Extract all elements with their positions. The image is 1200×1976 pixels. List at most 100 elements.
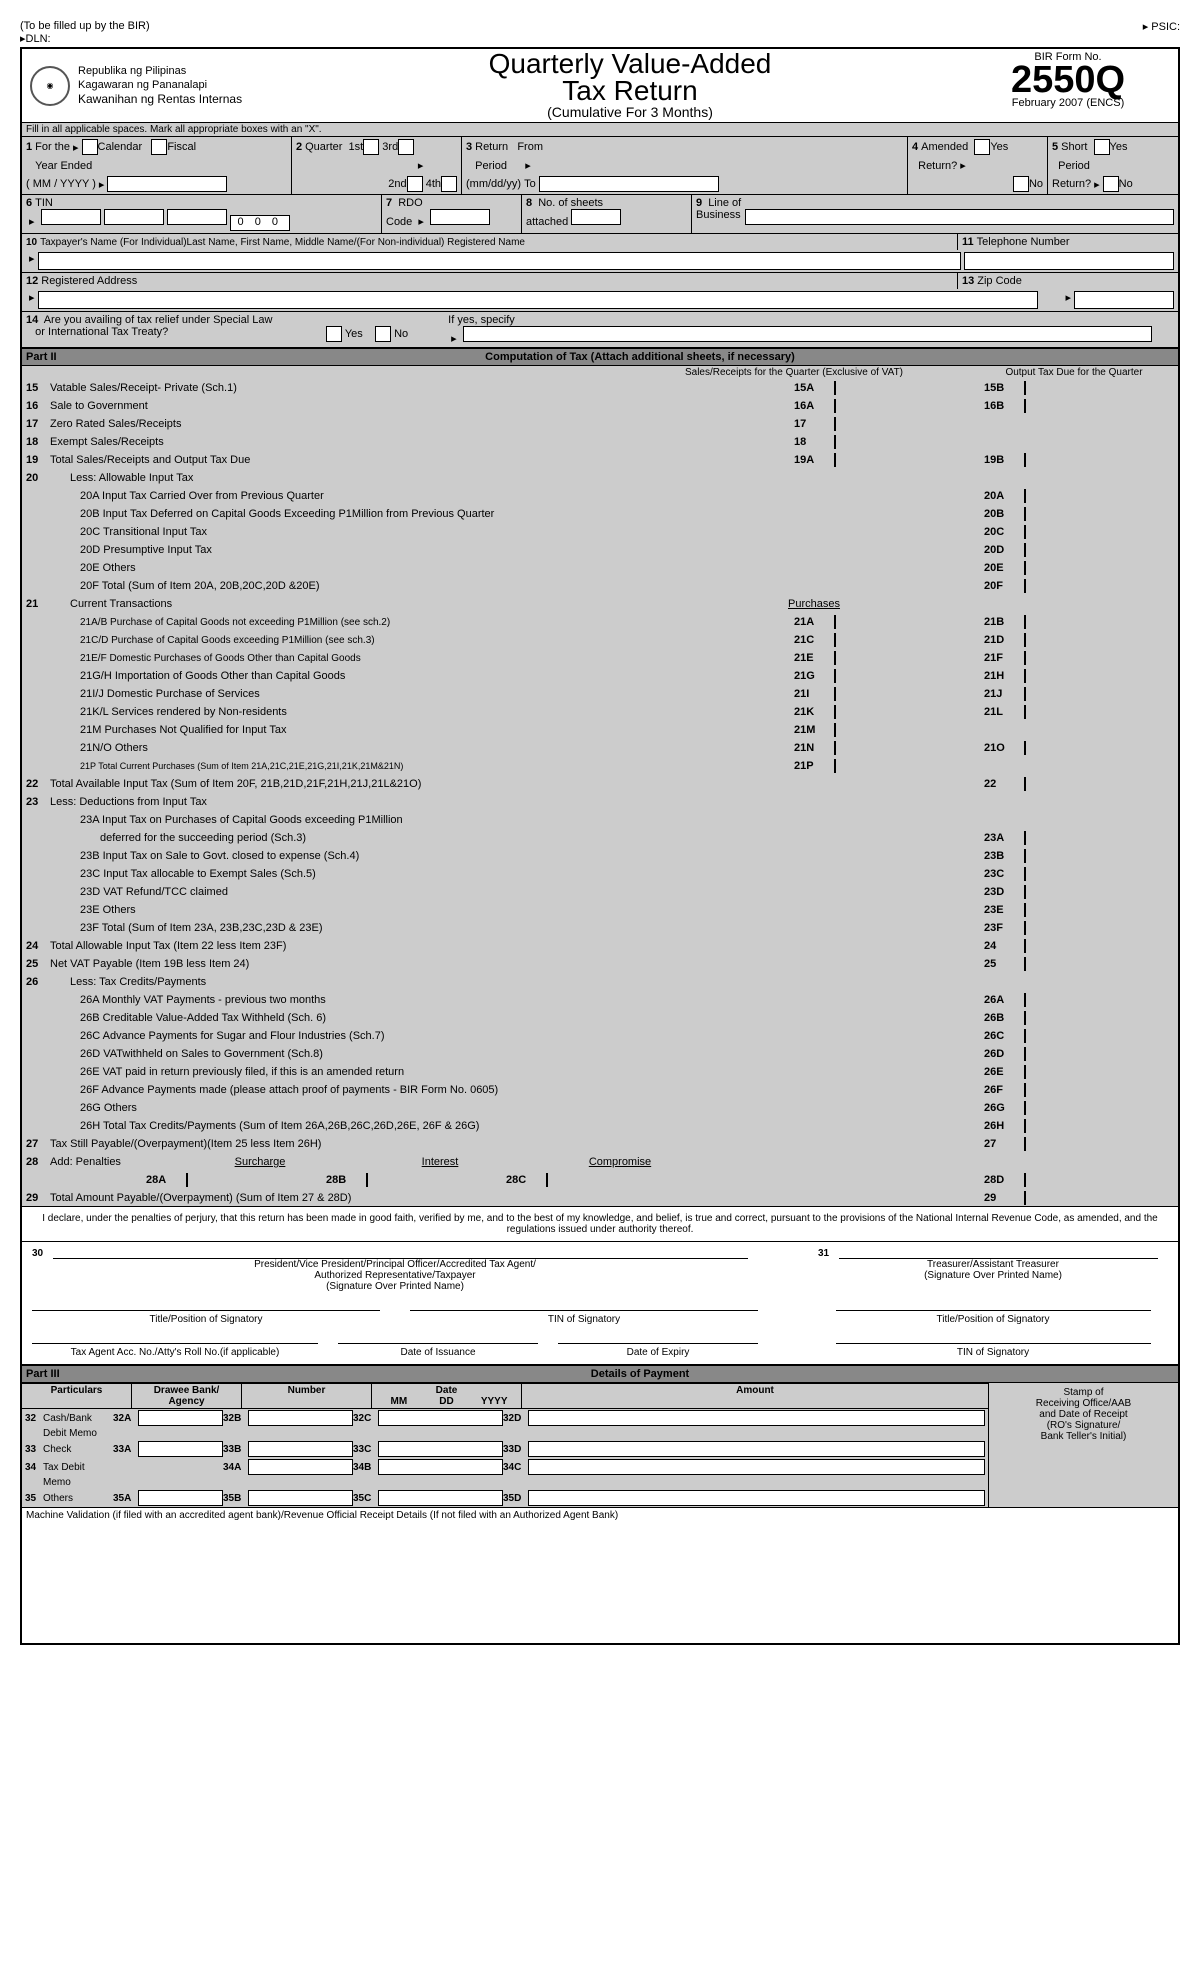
expiry-line[interactable] bbox=[558, 1343, 758, 1344]
l35d-input[interactable] bbox=[528, 1490, 985, 1506]
l26e-input[interactable] bbox=[1024, 1065, 1026, 1079]
l21b-input[interactable] bbox=[1024, 615, 1026, 629]
l26c-input[interactable] bbox=[1024, 1029, 1026, 1043]
l26h-input[interactable] bbox=[1024, 1119, 1026, 1133]
relief-no-checkbox[interactable] bbox=[375, 326, 391, 342]
l15b-input[interactable] bbox=[1024, 381, 1026, 395]
q4-checkbox[interactable] bbox=[441, 176, 457, 192]
l33c-input[interactable] bbox=[378, 1441, 503, 1457]
issue-line[interactable] bbox=[338, 1343, 538, 1344]
tin-input-3[interactable] bbox=[167, 209, 227, 225]
l28d-input[interactable] bbox=[1024, 1173, 1026, 1187]
l18-input[interactable] bbox=[834, 435, 836, 449]
l23f-input[interactable] bbox=[1024, 921, 1026, 935]
period-to-input[interactable] bbox=[539, 176, 719, 192]
l24-input[interactable] bbox=[1024, 939, 1026, 953]
l35a-input[interactable] bbox=[138, 1490, 223, 1506]
q3-checkbox[interactable] bbox=[398, 139, 414, 155]
l21n-input[interactable] bbox=[834, 741, 836, 755]
tin-sig-line-r[interactable] bbox=[836, 1343, 1151, 1344]
tin-input-2[interactable] bbox=[104, 209, 164, 225]
l34a-input[interactable] bbox=[248, 1459, 353, 1475]
q2-checkbox[interactable] bbox=[407, 176, 423, 192]
l26d-input[interactable] bbox=[1024, 1047, 1026, 1061]
specify-input[interactable] bbox=[463, 326, 1153, 342]
l23b-input[interactable] bbox=[1024, 849, 1026, 863]
tin-input-1[interactable] bbox=[41, 209, 101, 225]
amended-no-checkbox[interactable] bbox=[1013, 176, 1029, 192]
l23c-input[interactable] bbox=[1024, 867, 1026, 881]
l32a-input[interactable] bbox=[138, 1410, 223, 1426]
l29-input[interactable] bbox=[1024, 1191, 1026, 1205]
l33a-input[interactable] bbox=[138, 1441, 223, 1457]
l26g-input[interactable] bbox=[1024, 1101, 1026, 1115]
l25-input[interactable] bbox=[1024, 957, 1026, 971]
l21i-input[interactable] bbox=[834, 687, 836, 701]
l21j-input[interactable] bbox=[1024, 687, 1026, 701]
sheets-input[interactable] bbox=[571, 209, 621, 225]
l26b-input[interactable] bbox=[1024, 1011, 1026, 1025]
title-sig-line-r[interactable] bbox=[836, 1310, 1151, 1311]
short-no-checkbox[interactable] bbox=[1103, 176, 1119, 192]
relief-yes-checkbox[interactable] bbox=[326, 326, 342, 342]
rdo-input[interactable] bbox=[430, 209, 490, 225]
address-input[interactable] bbox=[38, 291, 1038, 309]
l21a-input[interactable] bbox=[834, 615, 836, 629]
l21l-input[interactable] bbox=[1024, 705, 1026, 719]
tin-sig-line[interactable] bbox=[410, 1310, 758, 1311]
l22-input[interactable] bbox=[1024, 777, 1026, 791]
l20b-input[interactable] bbox=[1024, 507, 1026, 521]
amended-yes-checkbox[interactable] bbox=[974, 139, 990, 155]
l21e-input[interactable] bbox=[834, 651, 836, 665]
l32c-input[interactable] bbox=[378, 1410, 503, 1426]
short-yes-checkbox[interactable] bbox=[1094, 139, 1110, 155]
l26a-input[interactable] bbox=[1024, 993, 1026, 1007]
l34c-input[interactable] bbox=[528, 1459, 985, 1475]
year-ended-input[interactable] bbox=[107, 176, 227, 192]
l19a-input[interactable] bbox=[834, 453, 836, 467]
l32d-input[interactable] bbox=[528, 1410, 985, 1426]
l23a-input[interactable] bbox=[1024, 831, 1026, 845]
l34b-input[interactable] bbox=[378, 1459, 503, 1475]
l15a-input[interactable] bbox=[834, 381, 836, 395]
l32b-input[interactable] bbox=[248, 1410, 353, 1426]
l20d-input[interactable] bbox=[1024, 543, 1026, 557]
title-sig-line[interactable] bbox=[32, 1310, 380, 1311]
l20a-input[interactable] bbox=[1024, 489, 1026, 503]
l20e-input[interactable] bbox=[1024, 561, 1026, 575]
l35c-input[interactable] bbox=[378, 1490, 503, 1506]
l21m-input[interactable] bbox=[834, 723, 836, 737]
l27-input[interactable] bbox=[1024, 1137, 1026, 1151]
l21f-input[interactable] bbox=[1024, 651, 1026, 665]
l21k-input[interactable] bbox=[834, 705, 836, 719]
l26f-input[interactable] bbox=[1024, 1083, 1026, 1097]
agent-line[interactable] bbox=[32, 1343, 318, 1344]
l16a-input[interactable] bbox=[834, 399, 836, 413]
l20c-input[interactable] bbox=[1024, 525, 1026, 539]
calendar-checkbox[interactable] bbox=[82, 139, 98, 155]
l19b-input[interactable] bbox=[1024, 453, 1026, 467]
l16b-input[interactable] bbox=[1024, 399, 1026, 413]
l21c-input[interactable] bbox=[834, 633, 836, 647]
business-input[interactable] bbox=[745, 209, 1174, 225]
l21g-input[interactable] bbox=[834, 669, 836, 683]
l28b-input[interactable] bbox=[366, 1173, 368, 1187]
taxpayer-name-input[interactable] bbox=[38, 252, 961, 270]
fiscal-checkbox[interactable] bbox=[151, 139, 167, 155]
l35b-input[interactable] bbox=[248, 1490, 353, 1506]
l17-input[interactable] bbox=[834, 417, 836, 431]
l21p-input[interactable] bbox=[834, 759, 836, 773]
l23d-input[interactable] bbox=[1024, 885, 1026, 899]
zip-input[interactable] bbox=[1074, 291, 1174, 309]
l33d-input[interactable] bbox=[528, 1441, 985, 1457]
l20f-input[interactable] bbox=[1024, 579, 1026, 593]
telephone-input[interactable] bbox=[964, 252, 1174, 270]
l21h-input[interactable] bbox=[1024, 669, 1026, 683]
l28c-input[interactable] bbox=[546, 1173, 548, 1187]
l21d-input[interactable] bbox=[1024, 633, 1026, 647]
l21o-input[interactable] bbox=[1024, 741, 1026, 755]
l28a-input[interactable] bbox=[186, 1173, 188, 1187]
q1-checkbox[interactable] bbox=[363, 139, 379, 155]
l23e-input[interactable] bbox=[1024, 903, 1026, 917]
l33b-input[interactable] bbox=[248, 1441, 353, 1457]
